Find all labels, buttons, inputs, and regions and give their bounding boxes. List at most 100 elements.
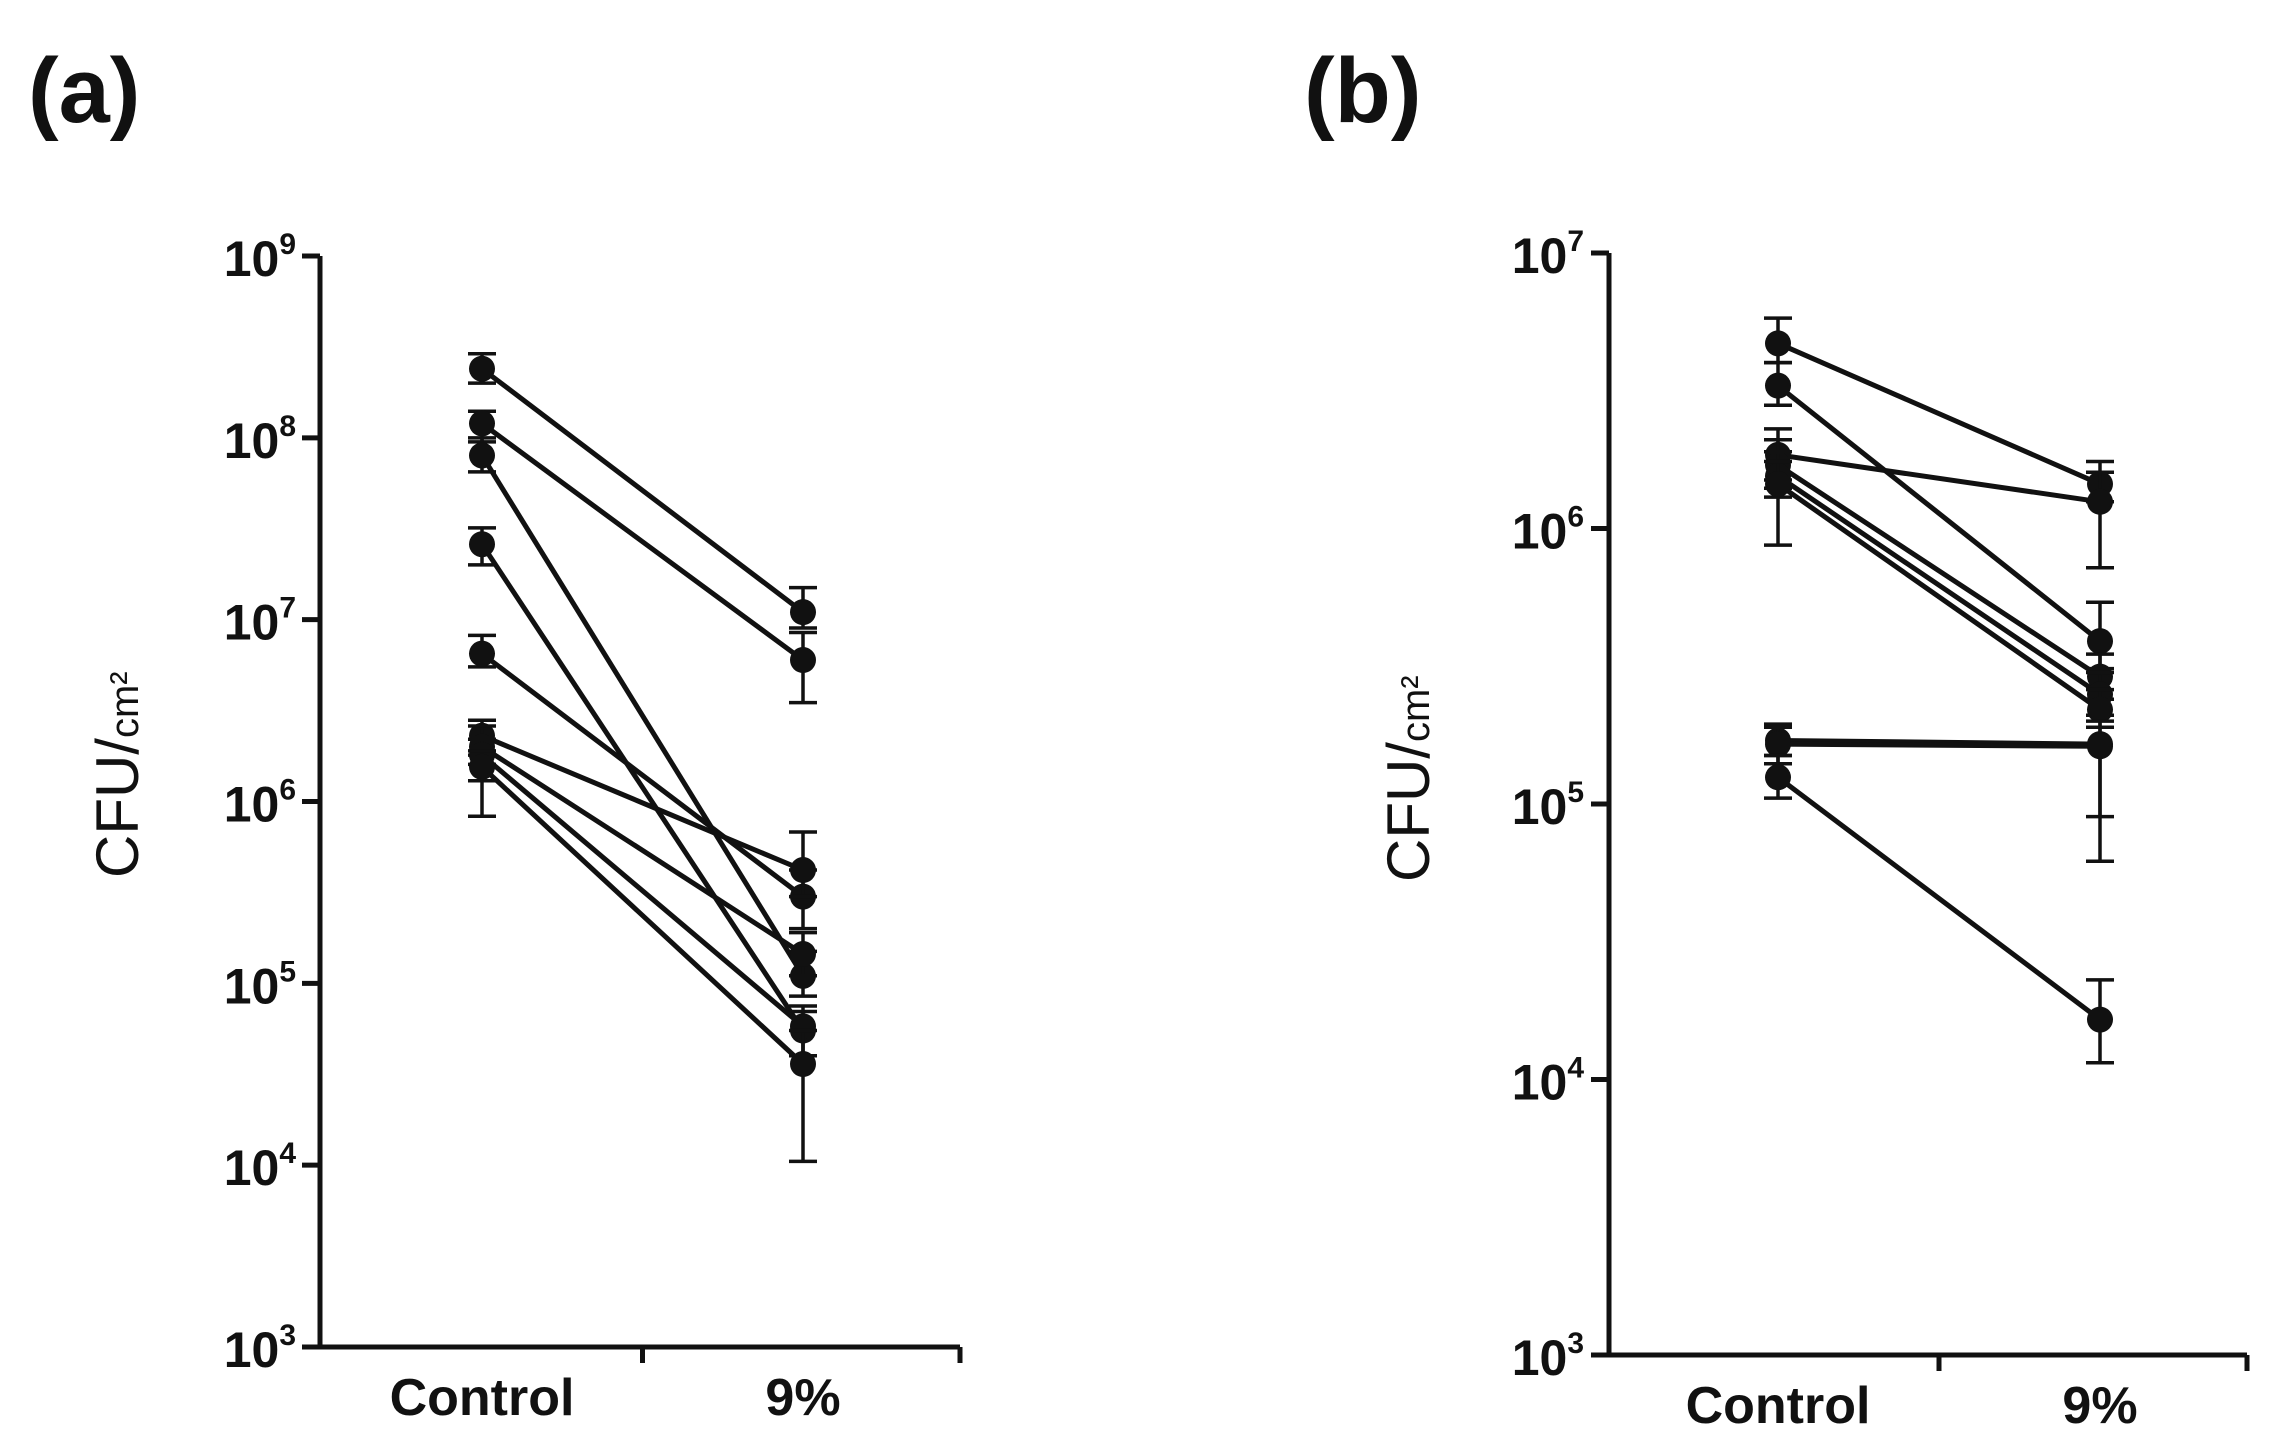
y-tick-exponent: 6 [279,774,296,807]
series-a-1 [468,352,817,630]
y-tick-label-b: 104 [1512,1052,1585,1111]
y-tick-base: 10 [1512,228,1568,284]
series-b-7 [1764,719,2114,819]
y-tick-exponent: 9 [279,228,296,261]
data-point [790,1013,816,1040]
chart-a: (a) CFU/cm² 103104105106107108109Control… [28,40,963,1427]
data-point [790,599,816,626]
data-point [469,410,495,437]
y-tick-label-a: 104 [224,1137,297,1196]
panel-label-b: (b) [1304,40,1421,142]
y-axis-title-main-b: CFU/ [1375,742,1442,882]
series-b-9 [1764,753,2114,1065]
x-category-label-a: 9% [765,1369,840,1427]
series-line [480,753,805,1029]
series-line [479,542,806,1032]
y-tick-base: 10 [1512,1330,1568,1386]
data-point [1765,471,1791,498]
y-tick-exponent: 7 [1567,225,1584,258]
series-line [480,651,805,899]
data-point [790,1051,816,1078]
y-tick-exponent: 8 [279,410,296,443]
y-tick-label-a: 106 [224,774,296,833]
y-tick-base: 10 [224,1140,280,1196]
panel-label-a: (a) [28,40,140,142]
data-point [1765,330,1791,357]
svg-text:CFU/cm²: CFU/cm² [84,671,151,878]
panel-a: (a) CFU/cm² 103 104 105 106 107 108 109 Control… [28,40,963,1427]
data-point [790,857,816,884]
x-category-label-b: Control [1686,1377,1871,1435]
y-tick-base: 10 [1512,779,1568,835]
y-tick-label-a: 107 [224,592,296,651]
series-b-1 [1764,316,2114,504]
series-b-6 [1764,459,2114,729]
y-tick-label-b: 107 [1512,225,1584,284]
y-tick-base: 10 [224,595,280,651]
y-tick-exponent: 6 [1567,501,1584,534]
series-line [480,366,805,615]
y-tick-base: 10 [224,231,280,287]
y-tick-label-a: 109 [224,228,296,287]
series-a-9 [468,749,817,1164]
y-tick-exponent: 5 [279,955,296,988]
y-tick-base: 10 [1512,504,1568,560]
x-category-label-b: 9% [2062,1377,2137,1435]
y-tick-base: 10 [224,777,280,833]
y-tick-label-a: 108 [224,410,296,469]
y-tick-base: 10 [224,1322,280,1378]
y-axis-title-unit-a: cm² [103,671,147,738]
data-point [469,355,495,382]
y-axis-title-b: CFU/cm² [1375,675,1442,882]
y-tick-exponent: 3 [279,1319,296,1352]
y-tick-exponent: 3 [1567,1327,1584,1360]
series-line [1776,775,2102,1022]
panel-b: (b) CFU/cm² 103 104 105 106 107 Control 9% [1144,0,2288,1455]
svg-text:CFU/cm²: CFU/cm² [1375,675,1442,882]
y-tick-label-a: 103 [224,1319,296,1378]
y-axis-title-unit-b: cm² [1394,675,1438,742]
data-point [1765,372,1791,399]
x-category-label-a: Control [390,1369,575,1427]
series-line [479,454,806,978]
y-tick-base: 10 [1512,1055,1568,1111]
series-line [1776,462,2102,679]
series-line [480,421,805,663]
data-point [790,647,816,674]
y-tick-base: 10 [224,413,280,469]
data-point [2087,696,2113,723]
y-axis-title-a: CFU/cm² [84,671,151,878]
y-tick-exponent: 7 [279,592,296,625]
data-point [790,940,816,967]
series-a-7 [468,724,817,978]
series-line [1776,481,2102,712]
data-point [469,753,495,780]
y-tick-label-b: 106 [1512,501,1584,560]
y-tick-exponent: 5 [1567,776,1584,809]
y-tick-exponent: 4 [279,1137,296,1170]
y-tick-label-b: 105 [1512,776,1584,835]
series-line [480,744,805,957]
data-point [2087,628,2113,655]
data-point [1765,764,1791,791]
series-a-5 [468,633,817,931]
series-line [1777,741,2101,749]
data-point [2087,1006,2113,1033]
series-line [481,733,804,873]
series-line [1776,383,2102,644]
y-tick-label-a: 105 [224,955,296,1014]
data-point [469,442,495,469]
series-line [480,765,805,1066]
data-point [469,531,495,558]
y-tick-base: 10 [224,958,280,1014]
data-point [2087,733,2113,760]
series-a-4 [468,526,817,1058]
data-point [469,640,495,667]
y-axis-title-main-a: CFU/ [84,738,151,878]
series-a-2 [468,409,817,705]
series-line [1777,452,2101,505]
series-b-2 [1764,360,2114,671]
